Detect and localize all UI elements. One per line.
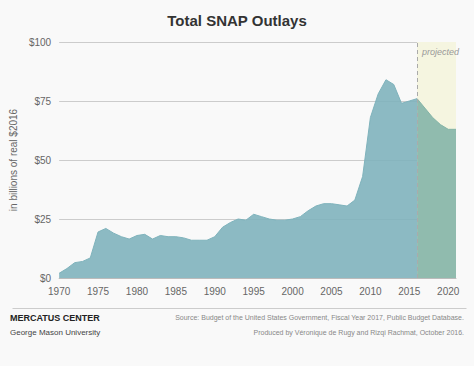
svg-text:2005: 2005 [320, 286, 343, 297]
svg-text:Source: Budget of the United S: Source: Budget of the United States Gove… [175, 314, 464, 322]
svg-text:$75: $75 [34, 96, 51, 107]
svg-text:1970: 1970 [48, 286, 71, 297]
svg-text:2020: 2020 [437, 286, 460, 297]
svg-text:$100: $100 [29, 37, 52, 48]
svg-text:1985: 1985 [165, 286, 188, 297]
svg-text:George Mason University: George Mason University [10, 328, 100, 337]
svg-text:1995: 1995 [243, 286, 266, 297]
svg-text:in billions of real $2016: in billions of real $2016 [8, 108, 19, 211]
svg-text:projected: projected [421, 47, 460, 57]
svg-text:Produced by Véronique de Rugy: Produced by Véronique de Rugy and Rizqi … [253, 329, 464, 337]
svg-text:$25: $25 [34, 214, 51, 225]
svg-text:1980: 1980 [126, 286, 149, 297]
svg-text:1990: 1990 [204, 286, 227, 297]
svg-text:$50: $50 [34, 155, 51, 166]
svg-text:2000: 2000 [281, 286, 304, 297]
svg-text:1975: 1975 [87, 286, 110, 297]
svg-text:MERCATUS CENTER: MERCATUS CENTER [10, 313, 100, 323]
svg-text:$0: $0 [40, 273, 52, 284]
svg-text:2015: 2015 [398, 286, 421, 297]
svg-text:2010: 2010 [359, 286, 382, 297]
svg-text:Total SNAP Outlays: Total SNAP Outlays [167, 12, 306, 29]
